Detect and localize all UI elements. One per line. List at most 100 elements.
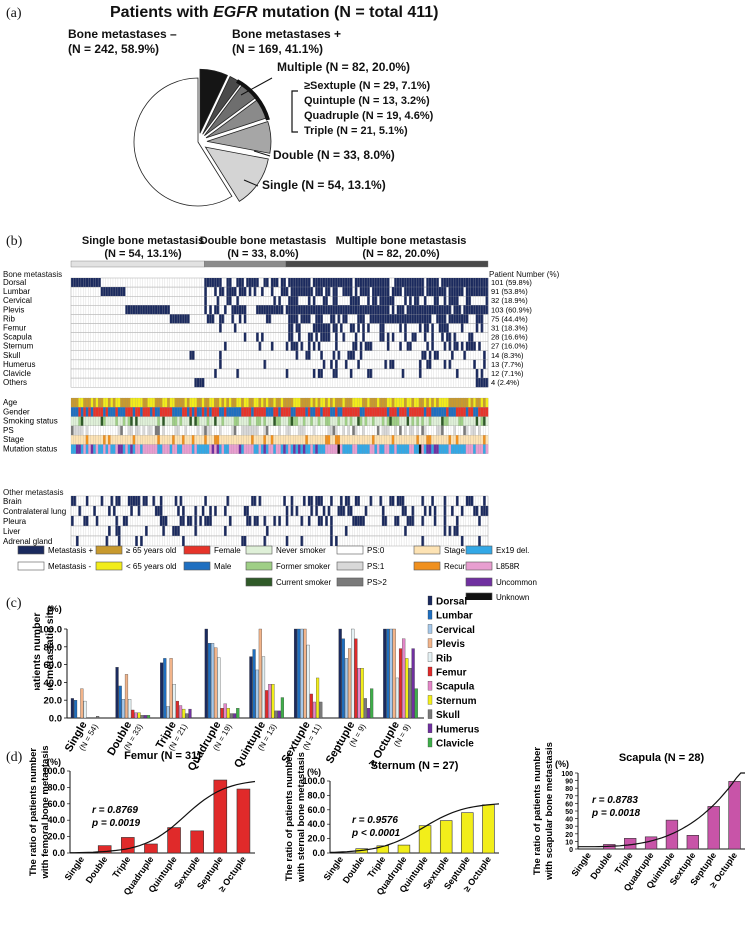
bone-cell bbox=[468, 287, 472, 297]
other-cell bbox=[179, 516, 183, 526]
bone-cell bbox=[372, 305, 375, 315]
c-bar-femur bbox=[354, 638, 358, 719]
bone-cell bbox=[349, 369, 353, 379]
bone-cell bbox=[369, 305, 373, 315]
other-cell bbox=[330, 496, 333, 506]
other-cell bbox=[263, 516, 267, 526]
bone-cell bbox=[475, 287, 479, 297]
legend-swatch-0 bbox=[17, 545, 45, 555]
bone-cell bbox=[473, 287, 476, 297]
bone-cell bbox=[381, 296, 385, 306]
bone-cell bbox=[325, 323, 328, 333]
bone-cell bbox=[401, 305, 405, 315]
bone-cell bbox=[312, 323, 316, 333]
d-bar-scapula bbox=[686, 835, 699, 850]
bone-cell bbox=[209, 278, 212, 288]
multiple-label: Multiple (N = 82, 20.0%) bbox=[277, 60, 411, 74]
legend-swatch-17 bbox=[465, 592, 493, 600]
bone-cell bbox=[443, 305, 447, 315]
c-ytick-label-5: 100.0 bbox=[38, 625, 62, 636]
d-ylabel-scapula: The ratio of patients numberwith scapula… bbox=[532, 742, 555, 881]
bone-cell bbox=[379, 278, 383, 288]
bone-cell bbox=[349, 350, 353, 360]
bone-cell bbox=[83, 278, 87, 288]
bone-cell bbox=[413, 305, 417, 315]
legend-label-13: Recurrence bbox=[444, 562, 486, 571]
other-cell bbox=[152, 496, 156, 506]
bone-cell bbox=[428, 350, 432, 360]
bone-cell bbox=[243, 314, 247, 324]
other-cell bbox=[214, 506, 217, 516]
bone-cell bbox=[460, 287, 464, 297]
bone-cell bbox=[381, 323, 385, 333]
d-title-sternum: Sternum (N = 27) bbox=[371, 760, 459, 772]
other-cell bbox=[223, 526, 227, 536]
bone-cell bbox=[411, 278, 415, 288]
d-bar-scapula bbox=[665, 819, 679, 850]
d-bar-sternum bbox=[418, 825, 432, 854]
group-bar-2 bbox=[285, 260, 489, 268]
c-bar-skull bbox=[185, 713, 189, 719]
bone-cell bbox=[300, 305, 304, 315]
c-bar-skull bbox=[319, 701, 323, 719]
bone-cell bbox=[298, 332, 301, 342]
other-cell bbox=[483, 506, 486, 516]
bone-cell bbox=[460, 323, 464, 333]
bone-cell bbox=[335, 287, 338, 297]
bone-cell bbox=[302, 314, 306, 324]
bone-cell bbox=[357, 278, 360, 288]
bone-cell bbox=[260, 287, 264, 297]
d-r-sternum: r = 0.9576 bbox=[352, 815, 398, 826]
bone-cell bbox=[278, 305, 282, 315]
bone-cell bbox=[335, 359, 338, 369]
c-bar-plevis bbox=[80, 688, 84, 719]
other-cell bbox=[199, 516, 203, 526]
other-cell bbox=[135, 536, 138, 546]
other-cell bbox=[105, 536, 109, 546]
c-legend-swatch-10 bbox=[427, 737, 433, 748]
other-cell bbox=[428, 506, 432, 516]
bone-cell bbox=[418, 314, 422, 324]
bone-cell bbox=[285, 287, 289, 297]
c-ylabel-line2: with each bone metastatic site bbox=[44, 606, 56, 690]
c-bar-clavicle bbox=[236, 708, 240, 719]
bone-cell bbox=[216, 305, 220, 315]
c-bar-skull bbox=[229, 713, 234, 719]
legend-swatch-13 bbox=[413, 561, 441, 571]
bone-cell bbox=[483, 287, 486, 297]
bone-cell bbox=[404, 287, 407, 297]
svg-text:The ratio of patients number: The ratio of patients number with each b… bbox=[31, 606, 56, 690]
other-cell bbox=[339, 496, 343, 506]
clinical-cell bbox=[485, 444, 489, 454]
c-bar-humerus bbox=[143, 715, 147, 719]
bone-cell bbox=[468, 332, 472, 342]
patient-header: Patient Number (%) bbox=[489, 270, 560, 279]
bone-cell bbox=[290, 323, 294, 333]
other-cell bbox=[186, 516, 190, 526]
bone-cell bbox=[260, 305, 264, 315]
bone-cell bbox=[470, 341, 474, 351]
bone-cell bbox=[480, 323, 484, 333]
bone-header: Bone metastasis bbox=[3, 270, 63, 279]
bone-cell bbox=[241, 287, 245, 297]
bone-cell bbox=[391, 305, 395, 315]
bone-cell bbox=[362, 314, 365, 324]
bone-cell bbox=[372, 278, 375, 288]
bone-cell bbox=[443, 341, 447, 351]
bone-cell bbox=[443, 314, 447, 324]
bone-cell bbox=[426, 359, 430, 369]
legend-swatch-8 bbox=[245, 577, 273, 587]
bone-cell bbox=[330, 359, 333, 369]
c-yunit: (%) bbox=[47, 604, 62, 615]
bone-cell bbox=[381, 314, 385, 324]
bone-cell bbox=[214, 287, 217, 297]
bone-cell bbox=[423, 305, 427, 315]
legend-swatch-4 bbox=[183, 545, 211, 555]
bone-cell bbox=[357, 323, 360, 333]
bone-cell bbox=[354, 332, 358, 342]
c-legend-swatch-9 bbox=[427, 723, 433, 733]
bone-cell bbox=[325, 332, 328, 342]
bone-cell bbox=[478, 287, 481, 297]
c-legend-swatch-0 bbox=[427, 595, 433, 606]
c-legend-label-2: Cervical bbox=[436, 625, 475, 636]
